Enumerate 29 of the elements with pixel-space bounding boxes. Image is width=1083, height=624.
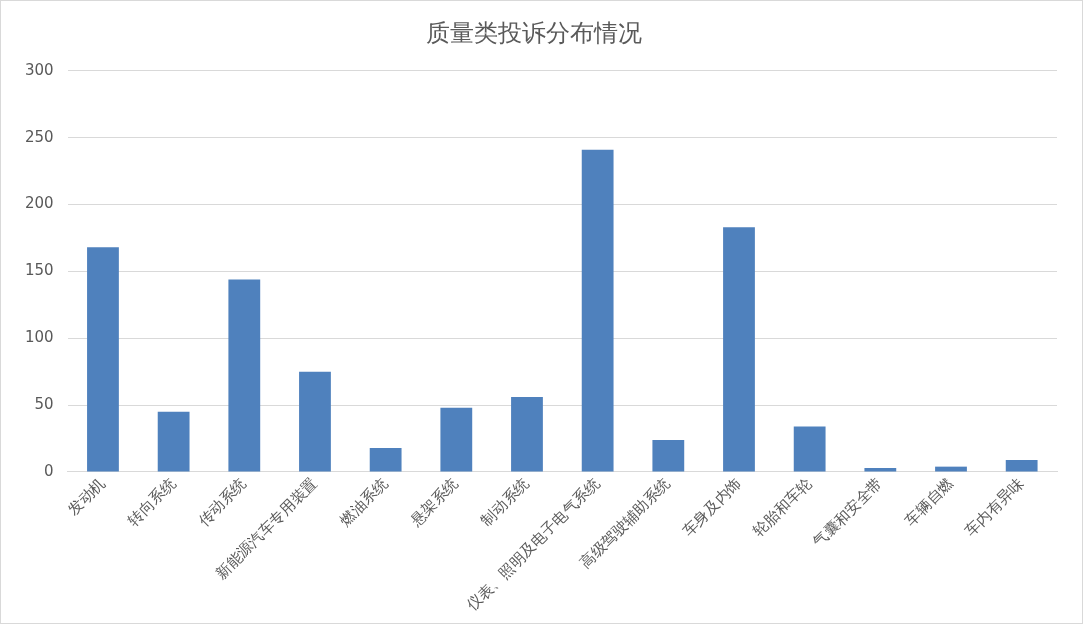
bar bbox=[723, 227, 755, 472]
bar bbox=[369, 447, 402, 472]
y-tick-label: 50 bbox=[34, 395, 54, 414]
bar bbox=[793, 426, 826, 472]
bar bbox=[157, 411, 190, 472]
bar bbox=[511, 397, 543, 472]
x-tick-label: 转向系统 bbox=[124, 474, 180, 530]
x-tick-label: 车内有异味 bbox=[961, 474, 1028, 540]
x-tick-label: 车辆自燃 bbox=[901, 474, 957, 530]
x-tick-label: 发动机 bbox=[64, 474, 109, 519]
x-tick-label: 传动系统 bbox=[194, 474, 250, 530]
y-tick-label: 300 bbox=[24, 60, 54, 79]
bar bbox=[652, 439, 685, 472]
bar bbox=[299, 371, 331, 472]
bar bbox=[1005, 459, 1038, 472]
x-tick-label: 燃油系统 bbox=[336, 474, 392, 530]
y-tick-label: 100 bbox=[24, 328, 54, 347]
y-tick-label: 150 bbox=[24, 261, 54, 280]
chart-title: 质量类投诉分布情况 bbox=[426, 18, 642, 47]
bar bbox=[440, 407, 473, 472]
x-tick-label: 制动系统 bbox=[477, 474, 533, 530]
x-tick-label: 悬架系统 bbox=[406, 474, 462, 531]
x-tick-label: 车身及内饰 bbox=[678, 474, 745, 540]
y-tick-label: 200 bbox=[24, 194, 54, 213]
bar bbox=[581, 149, 614, 472]
bar bbox=[228, 279, 261, 472]
bar bbox=[87, 247, 119, 472]
y-tick-label: 250 bbox=[24, 127, 54, 146]
y-tick-label: 0 bbox=[44, 461, 54, 480]
